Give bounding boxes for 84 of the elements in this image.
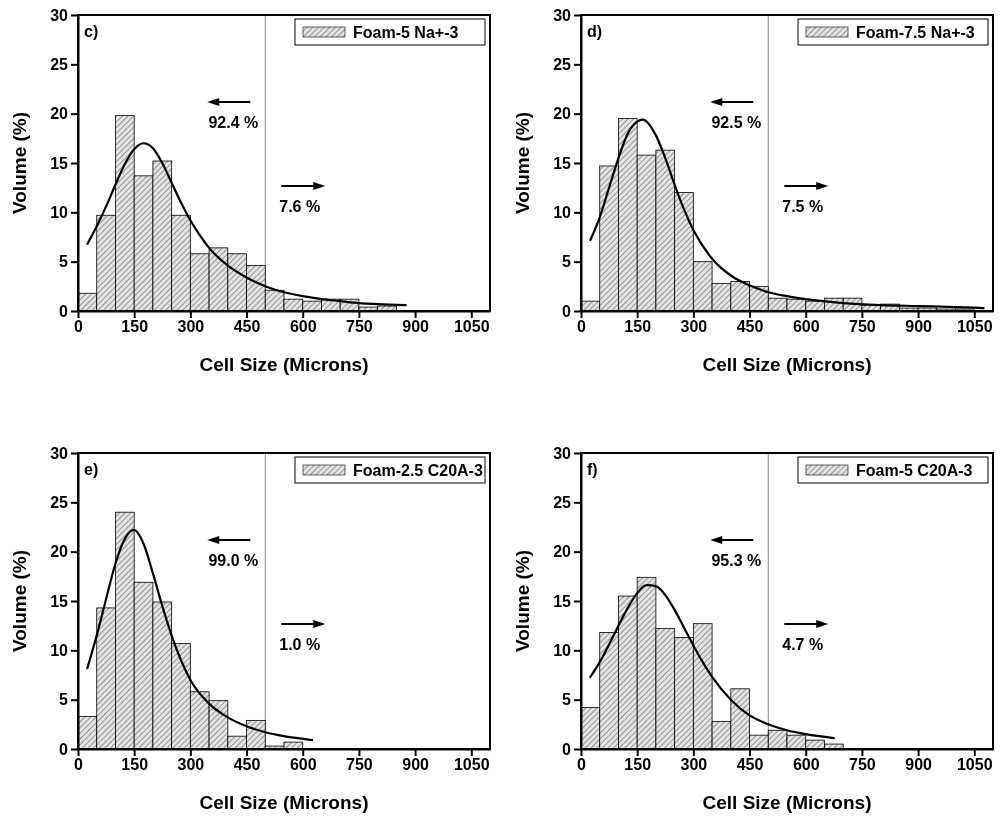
y-tick-label: 5 [59, 691, 69, 709]
annotation: c) [84, 23, 99, 40]
y-tick-label: 10 [553, 203, 572, 221]
x-tick-label: 1050 [453, 756, 490, 774]
y-axis-title: Volume (%) [9, 549, 30, 653]
y-tick-label: 15 [50, 154, 69, 172]
y-tick-label: 25 [50, 493, 69, 511]
x-tick-label: 300 [177, 318, 205, 336]
x-tick-label: 900 [402, 756, 430, 774]
annotation: e) [84, 461, 99, 478]
x-tick-label: 0 [577, 318, 587, 336]
x-tick-label: 1050 [956, 318, 993, 336]
x-axis-title: Cell Size (Microns) [199, 354, 369, 375]
y-tick-label: 5 [562, 253, 572, 271]
x-tick-label: 900 [905, 318, 933, 336]
x-tick-label: 450 [736, 318, 764, 336]
x-tick-label: 150 [121, 318, 149, 336]
x-axis-title: Cell Size (Microns) [702, 792, 872, 813]
x-tick-label: 600 [792, 756, 820, 774]
y-axis-title: Volume (%) [512, 549, 533, 653]
annotation: 92.5 % [711, 114, 762, 131]
x-tick-label: 150 [624, 756, 652, 774]
y-tick-label: 0 [59, 302, 69, 320]
x-tick-label: 0 [577, 756, 587, 774]
x-tick-label: 0 [74, 318, 84, 336]
x-tick-label: 0 [74, 756, 84, 774]
x-tick-label: 300 [680, 318, 708, 336]
annotation: 4.7 % [782, 636, 824, 653]
annotation: 7.6 % [279, 198, 321, 215]
x-tick-label: 600 [289, 318, 317, 336]
legend-label: Foam-7.5 Na+-3 [856, 24, 975, 41]
x-tick-label: 450 [233, 318, 261, 336]
y-tick-label: 0 [562, 302, 572, 320]
y-tick-label: 10 [50, 641, 69, 659]
y-tick-label: 25 [553, 55, 572, 73]
annotation: 92.4 % [208, 114, 259, 131]
x-tick-label: 750 [346, 756, 373, 774]
legend-label: Foam-2.5 C20A-3 [353, 462, 483, 479]
annotation: 99.0 % [208, 552, 259, 569]
y-tick-label: 15 [553, 154, 572, 172]
y-tick-label: 0 [562, 740, 572, 758]
legend-label: Foam-5 Na+-3 [353, 24, 459, 41]
x-tick-label: 150 [624, 318, 652, 336]
x-tick-label: 450 [233, 756, 261, 774]
x-tick-label: 750 [849, 756, 876, 774]
x-tick-label: 1050 [453, 318, 490, 336]
annotation: 1.0 % [279, 636, 321, 653]
x-tick-label: 900 [905, 756, 933, 774]
annotation: 95.3 % [711, 552, 762, 569]
y-tick-label: 20 [50, 543, 69, 561]
y-tick-label: 30 [553, 6, 572, 24]
y-tick-label: 10 [50, 203, 69, 221]
x-tick-label: 150 [121, 756, 149, 774]
x-axis-title: Cell Size (Microns) [702, 354, 872, 375]
y-tick-label: 5 [562, 691, 572, 709]
y-axis-title: Volume (%) [9, 111, 30, 215]
annotation: d) [587, 23, 603, 40]
y-tick-label: 20 [553, 543, 572, 561]
y-axis-title: Volume (%) [512, 111, 533, 215]
x-tick-label: 750 [346, 318, 373, 336]
y-tick-label: 30 [50, 6, 69, 24]
y-tick-label: 15 [553, 592, 572, 610]
y-tick-label: 0 [59, 740, 69, 758]
y-tick-label: 20 [50, 105, 69, 123]
y-tick-label: 5 [59, 253, 69, 271]
x-tick-label: 300 [680, 756, 708, 774]
y-tick-label: 30 [553, 444, 572, 462]
x-tick-label: 300 [177, 756, 205, 774]
y-tick-label: 10 [553, 641, 572, 659]
x-tick-label: 900 [402, 318, 430, 336]
y-tick-label: 30 [50, 444, 69, 462]
annotation: 7.5 % [782, 198, 824, 215]
annotation: f) [587, 461, 598, 478]
x-tick-label: 1050 [956, 756, 993, 774]
x-tick-label: 600 [289, 756, 317, 774]
y-tick-label: 25 [553, 493, 572, 511]
y-tick-label: 15 [50, 592, 69, 610]
y-tick-label: 20 [553, 105, 572, 123]
x-tick-label: 450 [736, 756, 764, 774]
x-axis-title: Cell Size (Microns) [199, 792, 369, 813]
legend-label: Foam-5 C20A-3 [856, 462, 973, 479]
x-tick-label: 600 [792, 318, 820, 336]
y-tick-label: 25 [50, 55, 69, 73]
x-tick-label: 750 [849, 318, 876, 336]
